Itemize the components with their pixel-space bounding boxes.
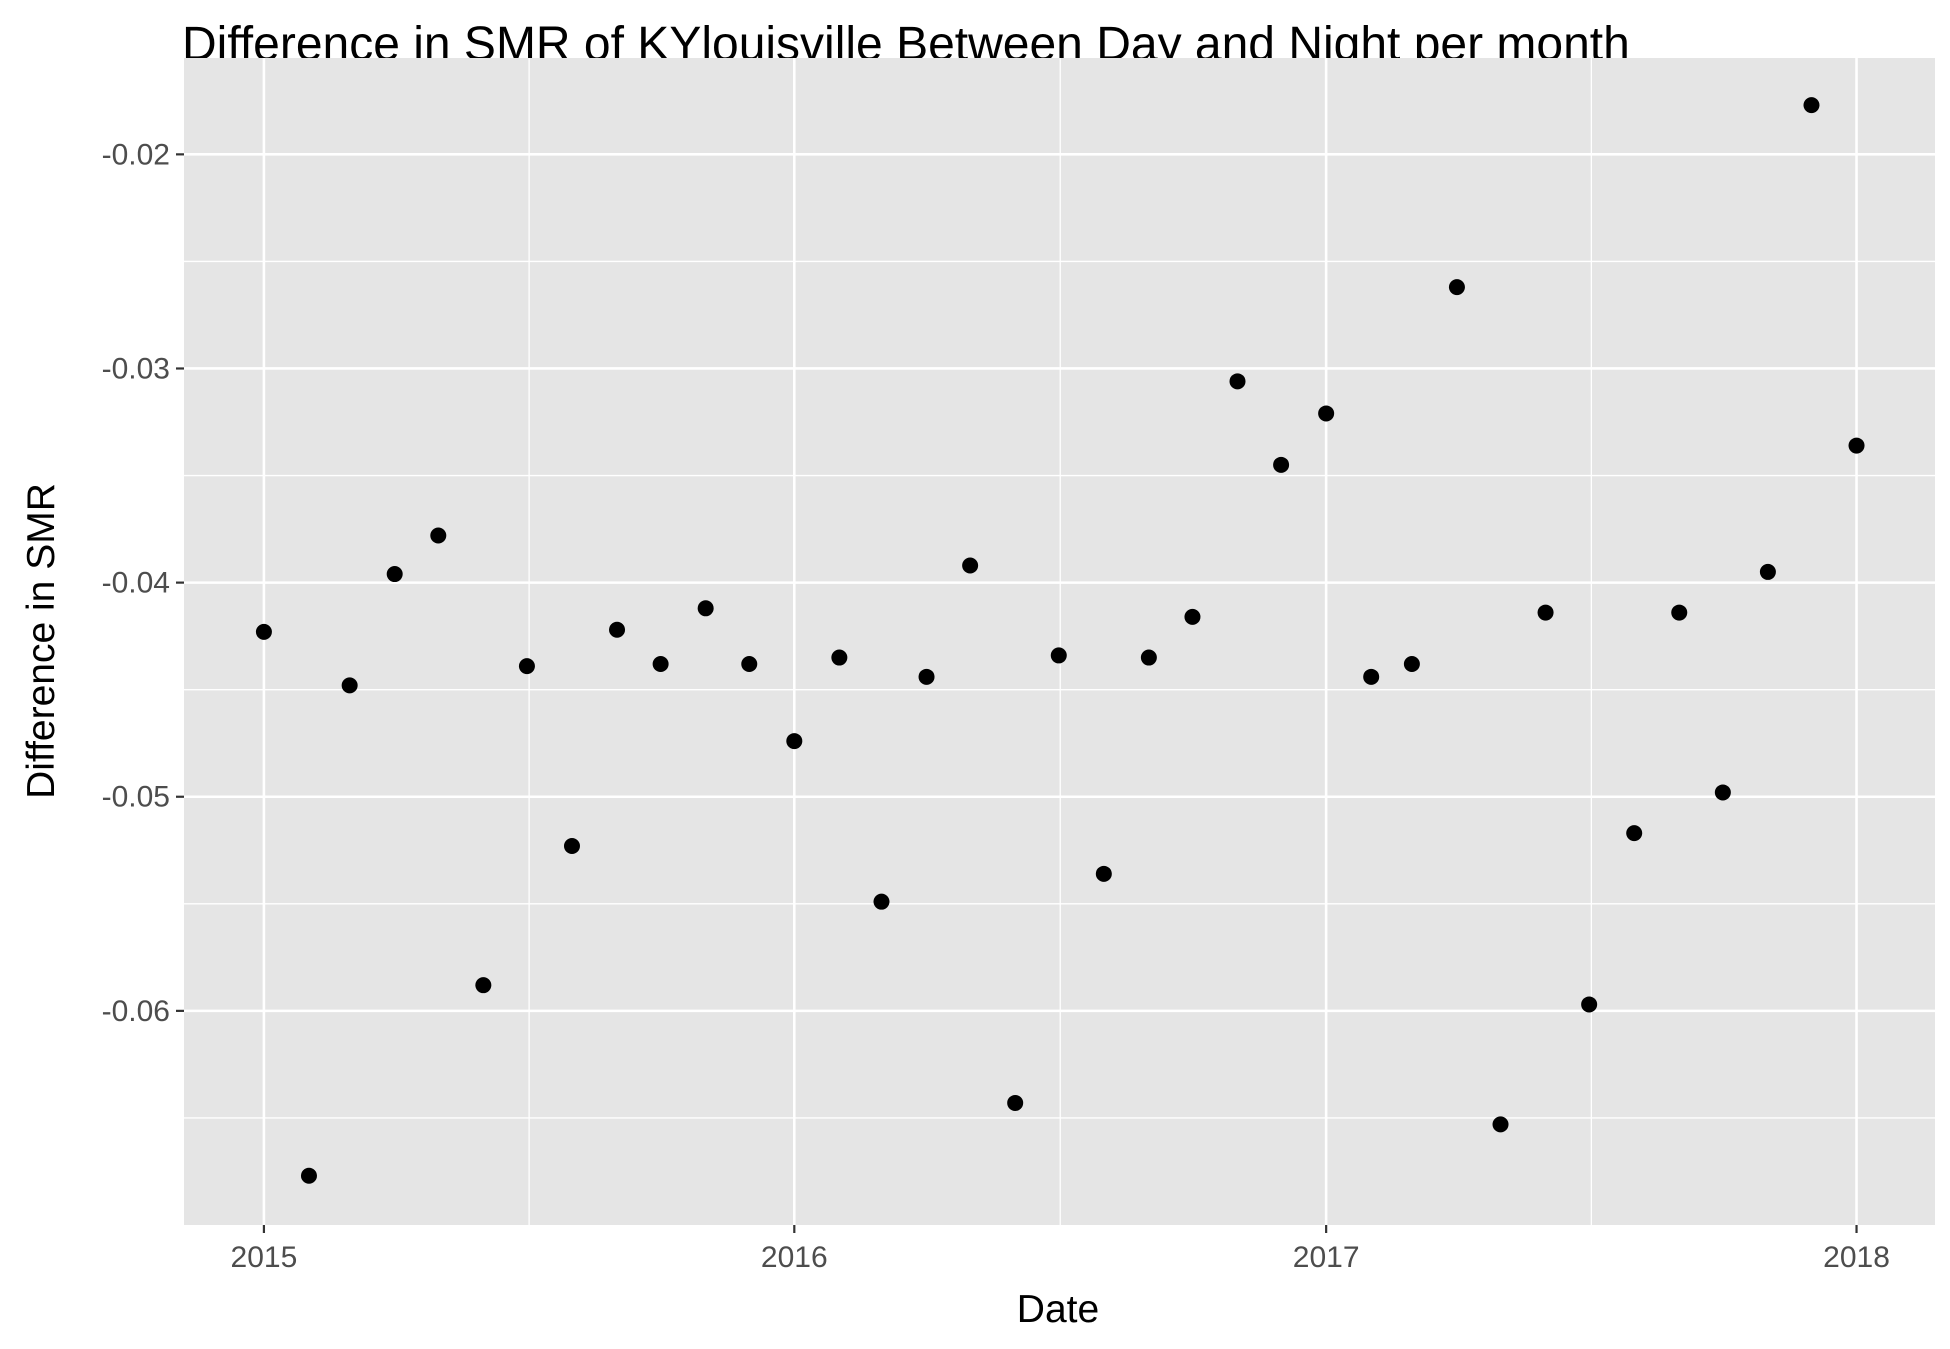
data-point [1492, 1116, 1509, 1133]
data-point [475, 977, 492, 994]
data-point [518, 658, 535, 675]
data-point [1537, 604, 1554, 621]
data-point [1050, 647, 1067, 664]
data-point [1714, 784, 1731, 801]
data-point [1140, 649, 1157, 666]
x-axis-title: Date [1017, 1288, 1099, 1331]
data-point [1007, 1094, 1024, 1111]
y-axis: -0.02 -0.03 -0.04 -0.05 -0.06 [102, 138, 184, 1028]
data-point [300, 1167, 317, 1184]
data-point [1448, 279, 1465, 296]
data-points [255, 97, 1865, 1184]
y-tick-label: -0.05 [102, 781, 170, 814]
y-tick-label: -0.04 [102, 567, 170, 600]
y-tick-label: -0.02 [102, 138, 170, 171]
data-point [563, 837, 580, 854]
y-tick-label: -0.03 [102, 352, 170, 385]
data-point [741, 655, 758, 672]
data-point [873, 893, 890, 910]
minor-gridlines [184, 58, 1935, 1225]
data-point [652, 655, 669, 672]
data-point [1184, 608, 1201, 625]
data-point [255, 623, 272, 640]
data-point [1848, 437, 1865, 454]
x-tick-label: 2015 [231, 1241, 298, 1274]
data-point [1581, 996, 1598, 1013]
x-tick-label: 2016 [761, 1241, 828, 1274]
data-point [1229, 373, 1246, 390]
data-point [1403, 655, 1420, 672]
data-point [609, 621, 626, 638]
data-point [1671, 604, 1688, 621]
data-point [697, 600, 714, 617]
data-point [1318, 405, 1335, 422]
plot-panel [184, 58, 1935, 1225]
major-gridlines [184, 58, 1935, 1225]
data-point [430, 527, 447, 544]
y-axis-title: Difference in SMR [20, 483, 63, 799]
x-tick-label: 2017 [1293, 1241, 1360, 1274]
y-tick-label: -0.06 [102, 995, 170, 1028]
data-point [962, 557, 979, 574]
data-point [786, 733, 803, 750]
data-point [1095, 865, 1112, 882]
data-point [1273, 456, 1290, 473]
x-tick-label: 2018 [1823, 1241, 1890, 1274]
data-point [918, 668, 935, 685]
data-point [1759, 563, 1776, 580]
data-point [341, 677, 358, 694]
data-point [1363, 668, 1380, 685]
data-point [1803, 97, 1820, 114]
data-point [386, 566, 403, 583]
data-point [831, 649, 848, 666]
x-axis: 2015 2016 2017 2018 [231, 1225, 1890, 1274]
data-point [1626, 825, 1643, 842]
